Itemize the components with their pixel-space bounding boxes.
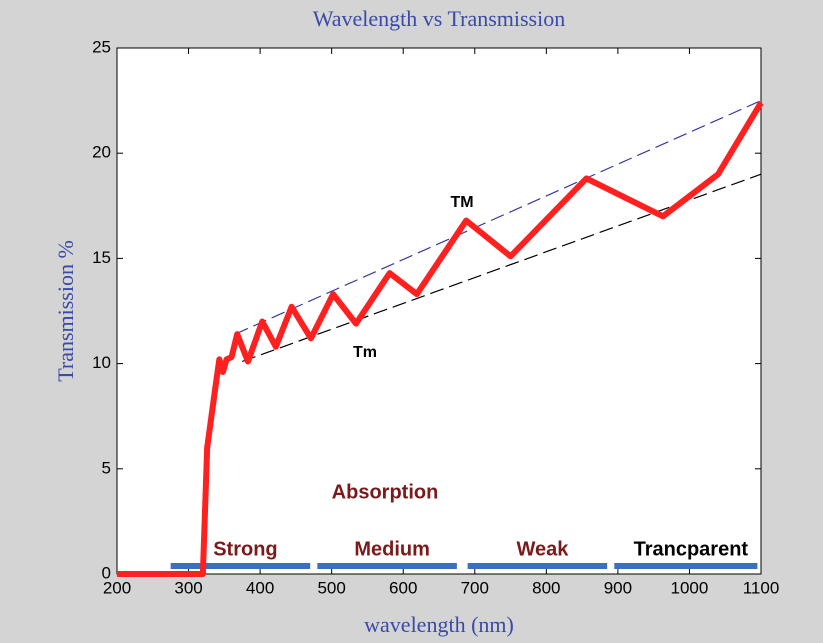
- envelope-line: [234, 100, 762, 335]
- annotation: TM: [450, 194, 473, 211]
- x-tick-label: 400: [246, 578, 274, 597]
- y-tick-label: 5: [102, 458, 111, 477]
- x-tick-label: 1000: [671, 578, 709, 597]
- x-tick-label: 200: [103, 578, 131, 597]
- y-tick-label: 15: [92, 248, 111, 267]
- x-tick-label: 1100: [743, 578, 780, 597]
- annotation: Tm: [353, 344, 377, 361]
- annotation: Absorption: [332, 481, 439, 503]
- x-tick-label: 800: [532, 578, 560, 597]
- plot-area: [116, 47, 762, 575]
- x-tick-label: 600: [389, 578, 417, 597]
- y-tick-label: 20: [92, 143, 111, 162]
- data-line: [117, 101, 764, 577]
- region-label: Medium: [354, 538, 430, 560]
- y-tick-label: 10: [92, 353, 111, 372]
- x-tick-label: 900: [604, 578, 632, 597]
- x-axis-label: wavelength (nm): [364, 612, 514, 637]
- region-label: Strong: [213, 538, 277, 560]
- x-tick-label: 700: [461, 578, 489, 597]
- chart-title: Wavelength vs Transmission: [313, 6, 565, 31]
- x-tick-label: 300: [174, 578, 202, 597]
- envelope-line: [242, 173, 762, 363]
- x-tick-label: 500: [317, 578, 345, 597]
- y-tick-label: 25: [92, 37, 111, 56]
- region-label: Weak: [516, 538, 569, 560]
- region-label: Trancparent: [634, 538, 749, 560]
- y-axis-label: Transmission %: [53, 240, 78, 382]
- y-tick-label: 0: [102, 563, 111, 582]
